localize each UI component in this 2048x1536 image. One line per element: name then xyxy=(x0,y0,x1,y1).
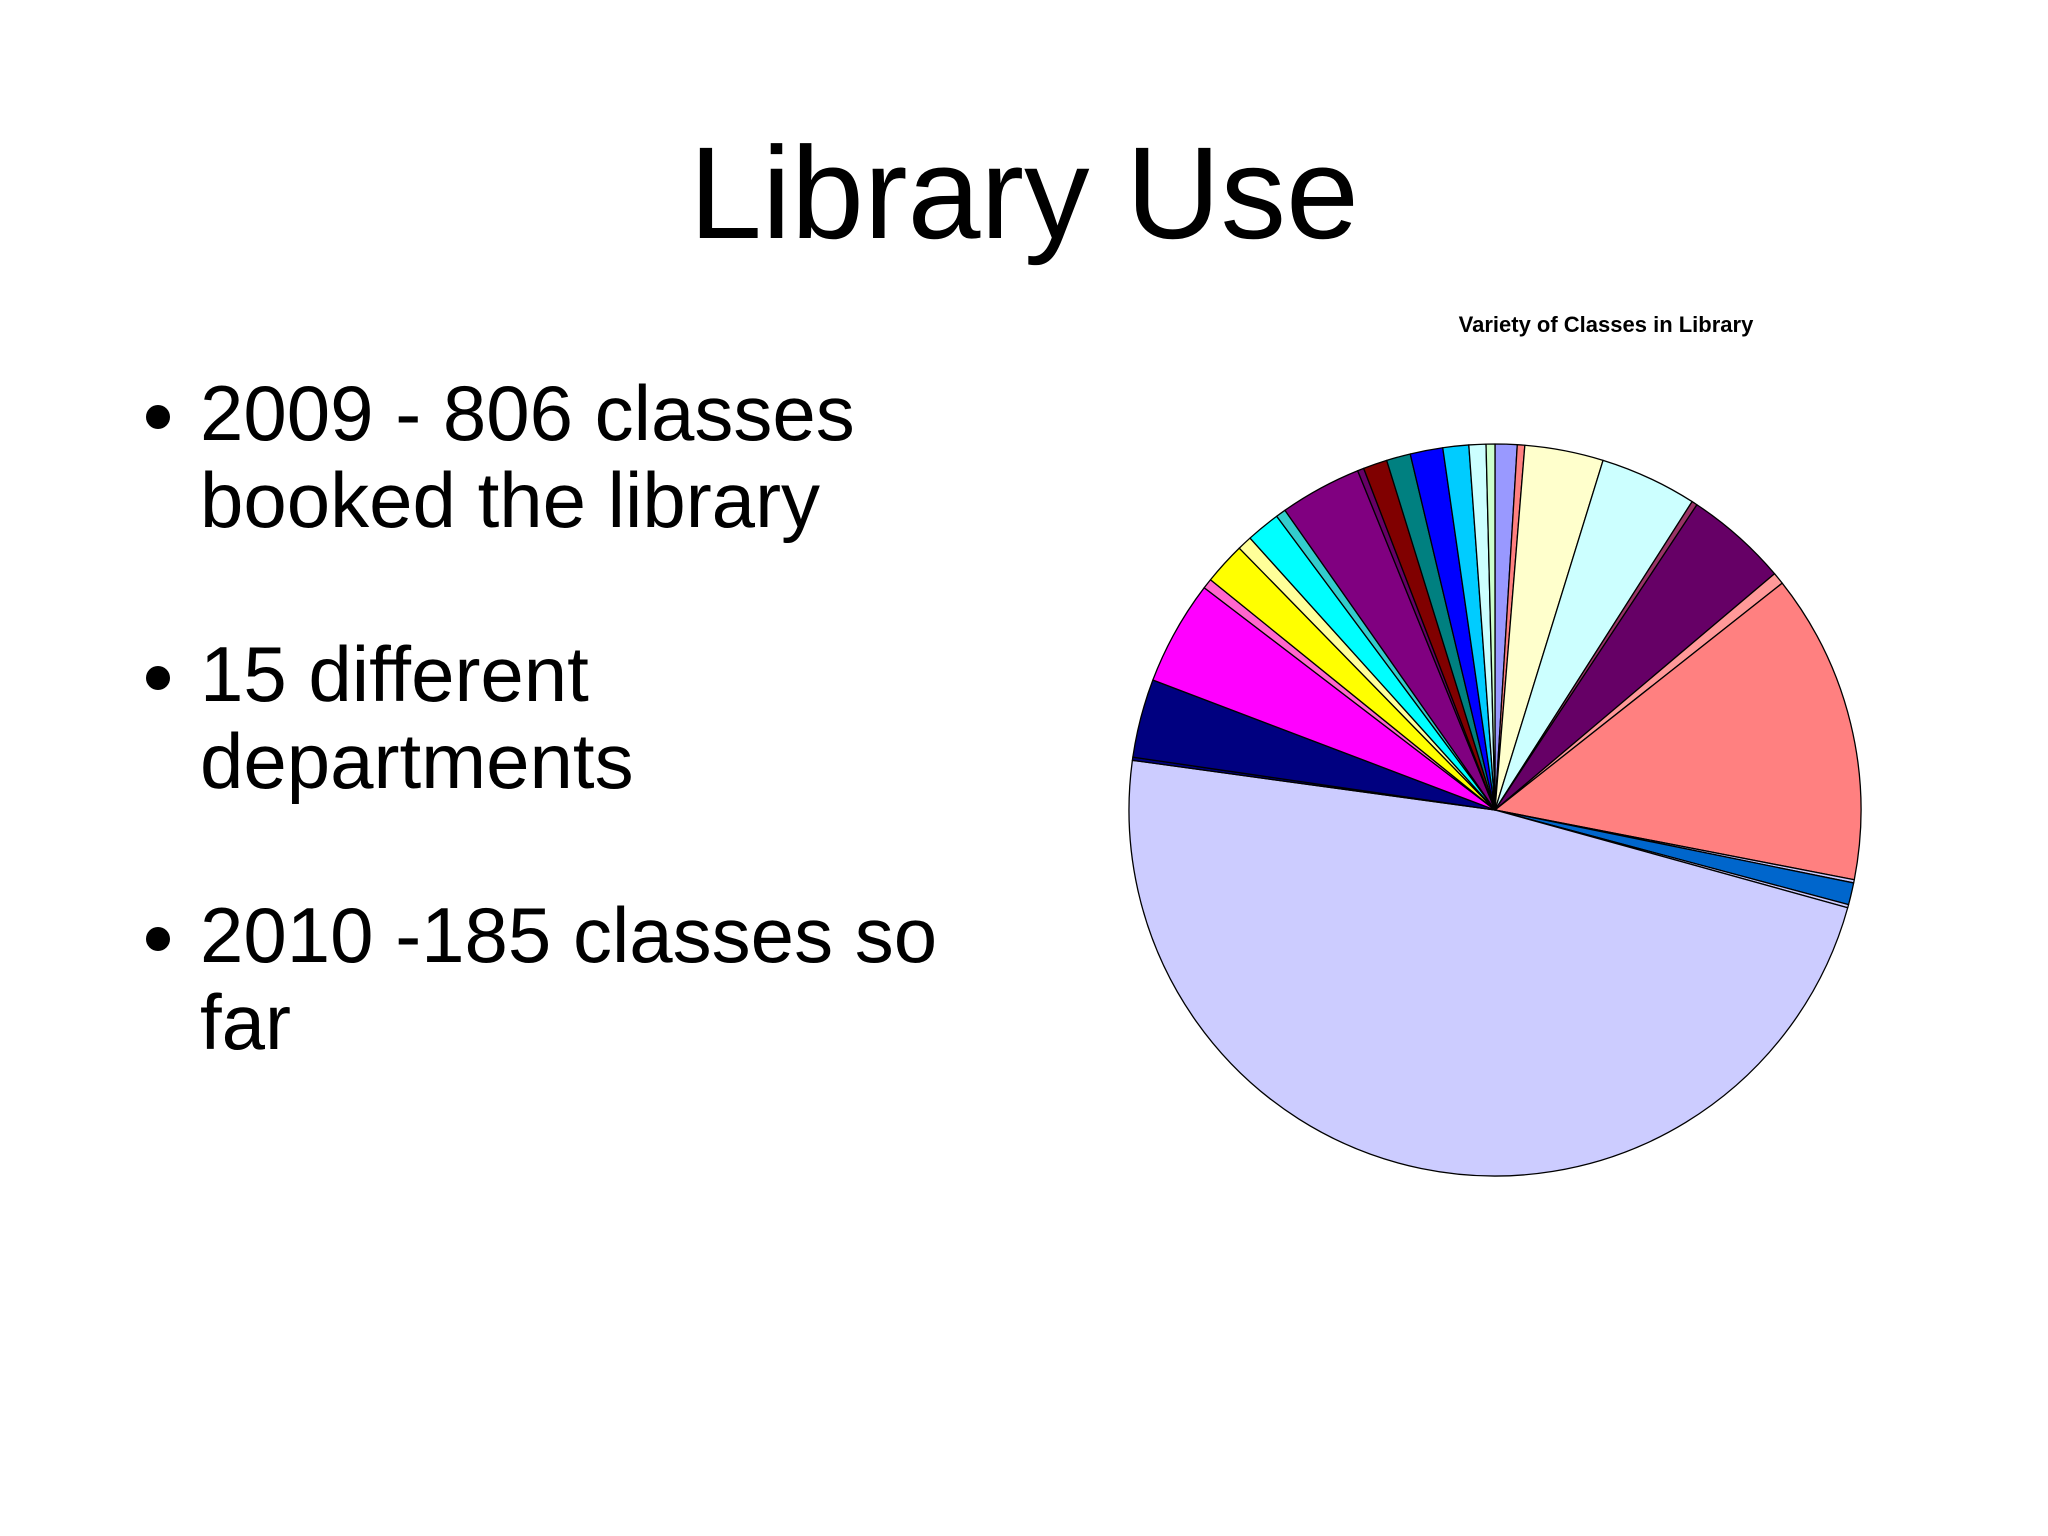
pie-slice xyxy=(1494,582,1862,881)
bullet-list: 2009 - 806 classes booked the library 15… xyxy=(130,370,1030,1153)
pie-slice xyxy=(1485,443,1496,811)
bullet: 2010 -185 classes so far xyxy=(200,892,1030,1066)
chart-title: Variety of Classes in Library xyxy=(1459,312,1754,337)
slide-title: Library Use xyxy=(689,119,1359,266)
pie-slice xyxy=(1128,759,1849,1177)
bullet: 15 different departments xyxy=(200,631,1030,805)
bullet: 2009 - 806 classes booked the library xyxy=(200,370,1030,544)
